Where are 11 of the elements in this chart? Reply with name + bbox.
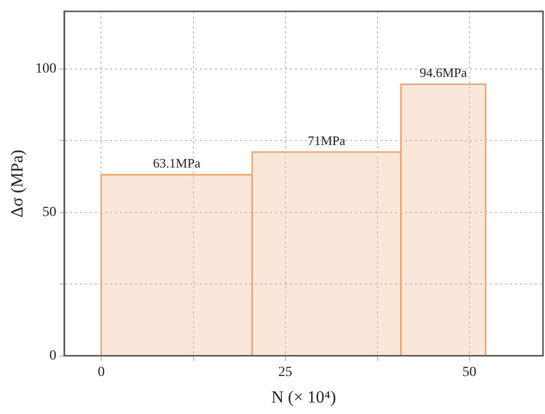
x-tick-label: 0 [98, 364, 105, 380]
data-label: 63.1MPa [153, 156, 201, 171]
y-tick-label: 0 [49, 348, 56, 364]
y-tick-label: 50 [42, 204, 56, 220]
x-axis-title: N (× 10⁴) [271, 387, 336, 406]
data-label: 94.6MPa [420, 65, 468, 80]
data-label: 71MPa [308, 132, 346, 148]
x-tick-label: 50 [462, 364, 476, 380]
y-tick-label: 100 [35, 61, 56, 76]
x-tick-label: 25 [278, 364, 292, 380]
y-axis-title: Δσ (MPa) [8, 150, 27, 218]
